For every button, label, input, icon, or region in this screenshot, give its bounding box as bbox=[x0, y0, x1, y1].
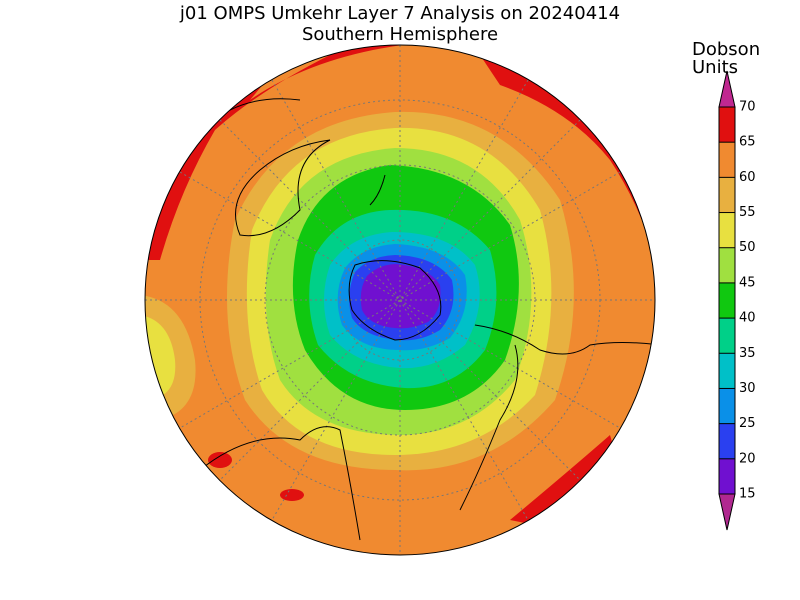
colorbar-segment bbox=[719, 423, 735, 459]
colorbar-label: Dobson bbox=[692, 39, 760, 60]
colorbar-tick-label: 30 bbox=[739, 381, 756, 396]
colorbar-segment bbox=[719, 247, 735, 283]
globe-outline bbox=[144, 44, 656, 556]
colorbar-tick-label: 60 bbox=[739, 170, 756, 185]
colorbar-segment bbox=[719, 212, 735, 248]
colorbar-segment bbox=[719, 177, 735, 213]
colorbar-tick-label: 45 bbox=[739, 275, 756, 290]
colorbar-segment bbox=[719, 458, 735, 494]
title: j01 OMPS Umkehr Layer 7 Analysis on 2024… bbox=[179, 3, 620, 24]
colorbar-segment bbox=[719, 388, 735, 424]
colorbar-label: Units bbox=[692, 57, 738, 78]
colorbar-segment bbox=[719, 282, 735, 319]
ozone-field bbox=[145, 45, 655, 555]
colorbar-tick-label: 70 bbox=[739, 100, 756, 115]
colorbar-segment bbox=[719, 142, 735, 178]
colorbar-tick-label: 55 bbox=[739, 205, 756, 220]
subtitle: Southern Hemisphere bbox=[302, 24, 498, 45]
colorbar-tick-label: 65 bbox=[739, 135, 756, 150]
colorbar-tick-label: 35 bbox=[739, 346, 756, 361]
colorbar-segment bbox=[719, 107, 735, 143]
colorbar-tick-label: 25 bbox=[739, 416, 756, 431]
colorbar-tick-label: 40 bbox=[739, 311, 756, 326]
colorbar-tick-label: 15 bbox=[739, 487, 756, 502]
colorbar-segment bbox=[719, 318, 735, 354]
colorbar: Dobson Units 15 20 25 30 35 40 45 50 55 60 65 70 bbox=[692, 39, 760, 531]
colorbar-segment bbox=[719, 353, 735, 389]
colorbar-tick-label: 20 bbox=[739, 451, 756, 466]
colorbar-tick-label: 50 bbox=[739, 240, 756, 255]
colorbar-under bbox=[718, 493, 736, 531]
